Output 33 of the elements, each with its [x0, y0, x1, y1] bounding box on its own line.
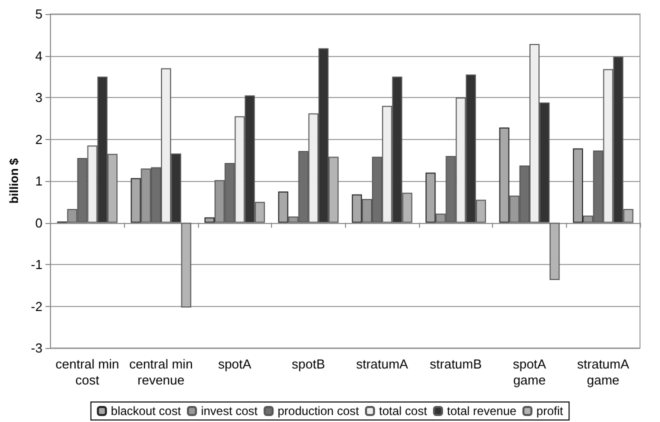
legend-label: blackout cost	[110, 404, 182, 418]
bar	[499, 128, 510, 223]
bar	[352, 194, 362, 223]
legend-label: total cost	[379, 404, 428, 418]
bar	[572, 148, 584, 223]
bar	[130, 178, 141, 223]
bar	[181, 222, 192, 308]
y-tick-label: 3	[35, 90, 42, 105]
x-tick-label: spotA	[218, 356, 252, 372]
bar	[426, 172, 436, 223]
x-tick-label: spotB	[292, 356, 326, 372]
x-tick-label: stratumA	[356, 356, 408, 372]
y-tick-label: -1	[30, 257, 42, 272]
legend-label: production cost	[278, 404, 360, 418]
bar	[204, 217, 215, 223]
x-tick-label: central min revenue	[129, 356, 193, 388]
y-tick-label: -2	[30, 298, 42, 314]
legend-label: profit	[536, 404, 564, 418]
y-tick-label: 4	[35, 48, 42, 64]
y-tick-label: 0	[35, 215, 42, 230]
bar	[550, 222, 560, 280]
y-axis-title: billion $	[7, 158, 21, 204]
x-tick-label: spotA game	[512, 356, 546, 388]
legend-label: invest cost	[200, 404, 258, 418]
y-tick-label: 5	[35, 6, 42, 22]
legend-label: total revenue	[447, 404, 517, 418]
y-tick-label: 2	[35, 132, 42, 147]
x-tick-label: stratumB	[430, 356, 482, 372]
y-tick-label: -3	[30, 340, 42, 356]
x-tick-label: stratumA game	[577, 356, 630, 388]
y-tick-label: 1	[35, 174, 42, 188]
bar	[278, 191, 288, 223]
x-tick-label: central min cost	[56, 356, 120, 388]
